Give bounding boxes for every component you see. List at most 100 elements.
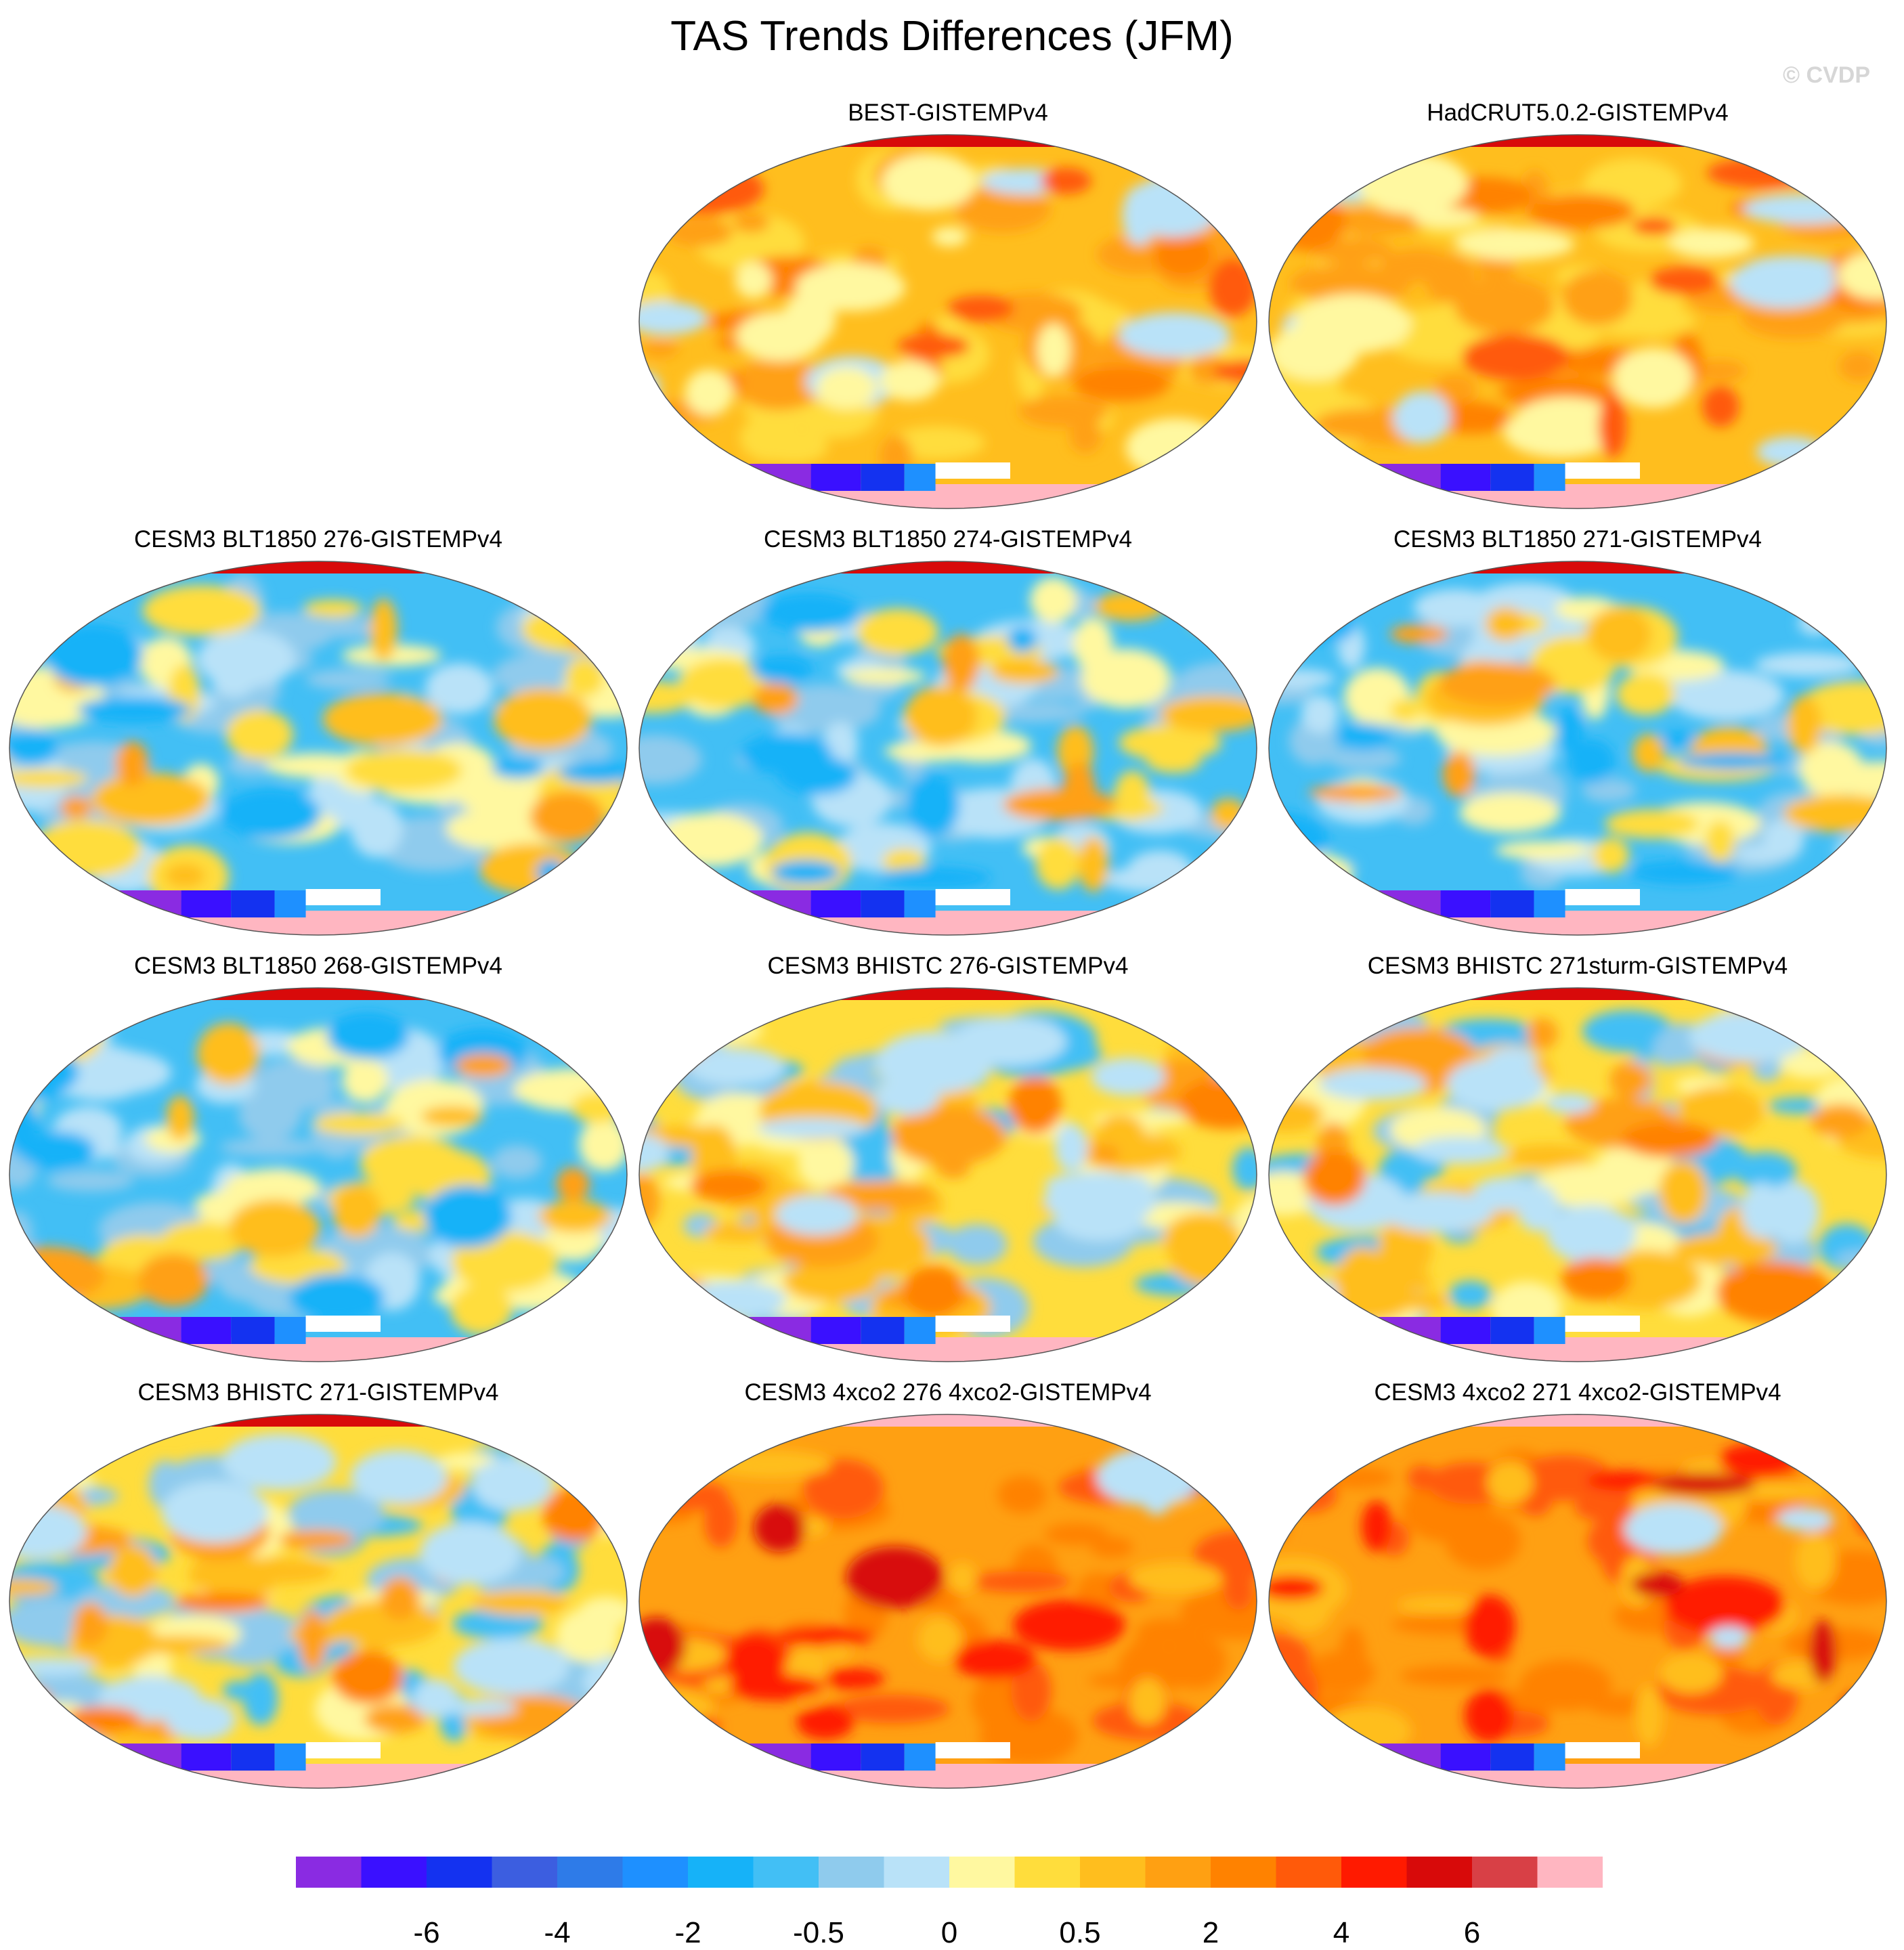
anomaly-blob	[882, 848, 926, 874]
anomaly-blob	[1464, 1595, 1516, 1658]
anomaly-blob	[1412, 1136, 1508, 1164]
anomaly-blob	[492, 1145, 542, 1179]
anomaly-blob	[1320, 209, 1427, 236]
map-panel	[1268, 561, 1887, 936]
anomaly-blob	[647, 163, 764, 215]
colorbar-swatch	[492, 1857, 558, 1888]
anomaly-blob	[362, 1603, 390, 1663]
colorbar-tick-label: -0.5	[793, 1916, 844, 1949]
anomaly-blob	[289, 1273, 385, 1324]
colorbar-swatch	[1080, 1857, 1146, 1888]
anomaly-blob	[1328, 746, 1402, 771]
anomaly-blob	[1434, 374, 1477, 406]
anomaly-blob	[1319, 1068, 1427, 1100]
anomaly-blob	[1390, 699, 1421, 722]
antarctic-block	[1534, 464, 1565, 491]
anomaly-blob	[1073, 366, 1170, 402]
map-panel	[639, 134, 1257, 509]
anomaly-blob	[1598, 395, 1627, 458]
anomaly-blob	[1219, 869, 1257, 889]
anomaly-blob	[419, 1521, 521, 1585]
anomaly-blob	[1232, 1148, 1257, 1191]
antarctic-block	[1378, 464, 1441, 491]
anomaly-blob	[218, 1558, 333, 1584]
anomaly-blob	[1040, 167, 1091, 194]
anomaly-blob	[1838, 351, 1879, 382]
anomaly-blob	[666, 217, 733, 247]
anomaly-blob	[219, 788, 321, 840]
colorbar-swatch	[1341, 1857, 1407, 1888]
anomaly-blob	[370, 598, 397, 662]
colorbar-swatch	[1406, 1857, 1473, 1888]
anomaly-blob	[1561, 270, 1633, 326]
anomaly-blob	[1503, 407, 1619, 458]
anomaly-blob	[947, 295, 1014, 322]
anomaly-blob	[639, 735, 702, 785]
antarctic-block	[1378, 890, 1441, 917]
antarctic-block	[748, 1317, 811, 1344]
anomaly-blob	[1842, 1693, 1886, 1720]
anomaly-blob	[1621, 1121, 1717, 1158]
antarctic-block	[118, 1743, 181, 1771]
anomaly-blob	[1203, 429, 1242, 457]
antarctic-block	[1378, 1743, 1441, 1771]
anomaly-blob	[1078, 836, 1109, 892]
anomaly-blob	[1767, 1181, 1820, 1244]
anomaly-blob	[1269, 597, 1333, 636]
panel-title: CESM3 BHISTC 276-GISTEMPv4	[767, 953, 1129, 979]
anomaly-blob	[1273, 852, 1354, 900]
anomaly-blob	[639, 1025, 707, 1069]
anomaly-blob	[77, 696, 192, 723]
anomaly-blob	[842, 668, 926, 685]
panel-title: CESM3 4xco2 276 4xco2-GISTEMPv4	[744, 1379, 1152, 1406]
anomaly-blob	[1037, 323, 1070, 377]
anomaly-blob	[1676, 1086, 1764, 1138]
anomaly-blob	[932, 227, 968, 247]
antarctic-block	[748, 464, 811, 491]
anomaly-blob	[9, 1442, 47, 1476]
anomaly-blob	[905, 685, 977, 747]
antarctic-band	[1269, 1337, 1886, 1362]
anomaly-blob	[1786, 695, 1822, 754]
anomaly-blob	[1425, 256, 1477, 303]
map-panel	[9, 561, 628, 936]
missing-data-block	[305, 1742, 381, 1758]
anomaly-blob	[1517, 1184, 1559, 1232]
anomaly-blob	[65, 1706, 141, 1733]
anomaly-blob	[197, 1022, 261, 1085]
anomaly-blob	[1308, 1279, 1338, 1310]
anomaly-blob	[1567, 739, 1616, 783]
anomaly-blob	[997, 1476, 1047, 1513]
missing-data-block	[1565, 1742, 1640, 1758]
missing-data-block	[935, 1316, 1010, 1332]
anomaly-blob	[1734, 1152, 1797, 1191]
anomaly-blob	[1555, 706, 1584, 753]
panel-title: CESM3 BLT1850 276-GISTEMPv4	[133, 526, 503, 552]
anomaly-blob	[1018, 395, 1108, 428]
anomaly-blob	[13, 1008, 103, 1065]
anomaly-blob	[943, 634, 980, 692]
antarctic-band	[639, 1764, 1257, 1788]
colorbar-tick-label: 6	[1463, 1916, 1481, 1949]
anomaly-blob	[243, 1672, 278, 1726]
antarctic-band	[9, 911, 627, 935]
anomaly-blob	[1397, 1596, 1481, 1614]
anomaly-blob	[657, 166, 734, 195]
anomaly-blob	[1448, 1280, 1492, 1309]
anomaly-blob	[555, 1608, 620, 1664]
anomaly-blob	[1335, 722, 1392, 751]
antarctic-block	[904, 1317, 936, 1344]
anomaly-blob	[652, 1125, 726, 1148]
anomaly-blob	[326, 1012, 409, 1060]
anomaly-blob	[733, 358, 825, 411]
anomaly-blob	[891, 1106, 1007, 1166]
anomaly-blob	[1672, 1232, 1778, 1265]
map-field	[9, 1414, 627, 1788]
anomaly-blob	[1163, 1213, 1241, 1267]
map-outline	[9, 561, 628, 936]
anomaly-blob	[834, 1694, 950, 1723]
anomaly-blob	[902, 1265, 965, 1318]
anomaly-blob	[1587, 1519, 1629, 1563]
anomaly-blob	[1649, 266, 1720, 295]
map-panel	[1268, 987, 1887, 1362]
